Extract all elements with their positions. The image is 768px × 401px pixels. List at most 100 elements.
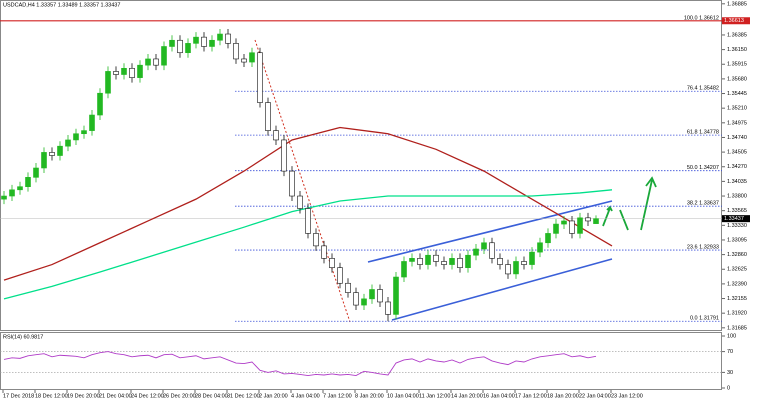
x-tick-label: 31 Dec 12:00 (227, 393, 260, 399)
arrow-up (640, 176, 657, 231)
y-tick-label: 1.35445 (727, 91, 747, 97)
price-box (722, 17, 750, 25)
candle-body (153, 58, 159, 66)
candle-body (329, 258, 335, 268)
x-tick-label: 10 Jan 04:00 (387, 393, 419, 399)
candle-body (209, 39, 215, 47)
candle-body (313, 233, 319, 247)
arrow-up-small (602, 205, 613, 227)
candle-body (561, 220, 567, 225)
candle-body (289, 170, 295, 197)
fib-label: 100.0 1.36612 (684, 15, 719, 21)
x-tick-label: 7 Jan 12:00 (323, 393, 352, 399)
y-tick-label: 1.36150 (727, 47, 747, 53)
x-tick-label: 26 Dec 20:00 (163, 393, 196, 399)
candle-body (377, 289, 383, 303)
candle-body (345, 282, 351, 293)
x-tick-label: 23 Jan 12:00 (611, 393, 643, 399)
price-box-label: 1.33437 (724, 216, 744, 222)
candle-body (337, 267, 343, 284)
rsi-tick-label: 70 (727, 349, 733, 355)
candle-body (425, 254, 431, 265)
fib-label: 0.0 1.31791 (690, 316, 719, 322)
candle-body (193, 36, 199, 44)
candle-body (145, 58, 151, 66)
candle-body (305, 208, 311, 234)
x-tick-label: 17 Dec 2018 (3, 393, 34, 399)
fib-label: 38.2 1.33637 (687, 201, 719, 207)
candle-body (465, 254, 471, 268)
y-tick-label: 1.34740 (727, 135, 747, 141)
y-tick-label: 1.32860 (727, 252, 747, 258)
candle-body (225, 33, 231, 44)
price-box (722, 215, 750, 223)
candle-body (137, 64, 143, 78)
candle-body (441, 261, 447, 265)
candle-body (353, 292, 359, 306)
candle-body (233, 43, 239, 60)
x-tick-label: 17 Jan 12:00 (515, 393, 547, 399)
candle-body (473, 248, 479, 256)
candle-body (401, 261, 407, 278)
x-tick-label: 22 Jan 04:00 (579, 393, 611, 399)
x-tick-label: 18 Dec 12:00 (35, 393, 68, 399)
rsi-title: RSI(14) 60.9817 (3, 334, 43, 340)
y-tick-label: 1.32155 (727, 296, 747, 302)
x-tick-label: 16 Jan 04:00 (483, 393, 515, 399)
candle-body (281, 139, 287, 172)
chart-title: USDCAD,H4 1.33357 1.33489 1.33357 1.3343… (3, 2, 120, 8)
candle-body (113, 71, 119, 75)
fib-label: 61.8 1.34778 (687, 130, 719, 136)
fib-label: 50.0 1.34207 (687, 165, 719, 171)
candle-body (41, 152, 47, 169)
candle-body (25, 177, 31, 187)
candle-body (249, 52, 255, 63)
candle-body (481, 242, 487, 250)
candle-body (321, 245, 327, 259)
x-tick-label: 18 Jan 20:00 (547, 393, 579, 399)
candle-body (9, 189, 15, 197)
candle-body (369, 289, 375, 300)
fib-anchor-line (254, 39, 351, 323)
candle-body (177, 39, 183, 54)
candle-body (521, 261, 527, 265)
y-tick-label: 1.35680 (727, 76, 747, 82)
x-tick-label: 19 Dec 20:00 (67, 393, 100, 399)
candle-body (537, 242, 543, 253)
candle-body (161, 46, 167, 66)
candle-body (553, 223, 559, 234)
channel-upper (367, 200, 613, 263)
rsi-tick-label: 100 (727, 333, 736, 339)
y-tick-label: 1.33800 (727, 193, 747, 199)
x-tick-label: 2 Jan 20:00 (259, 393, 288, 399)
y-tick-label: 1.35210 (727, 106, 747, 112)
candle-body (1, 195, 7, 200)
candle-body (185, 43, 191, 54)
candle-body (457, 258, 463, 268)
candle-body (297, 195, 303, 209)
arrow-down (619, 209, 629, 231)
fib-label: 76.4 1.35482 (687, 86, 719, 92)
candle-body (497, 258, 503, 265)
candle-body (529, 251, 535, 265)
y-tick-label: 1.36385 (727, 32, 747, 38)
y-tick-label: 1.35915 (727, 62, 747, 68)
candle-body (97, 92, 103, 116)
candle-body (361, 298, 367, 306)
candle-body (545, 233, 551, 244)
candle-body (65, 139, 71, 147)
candle-body (81, 130, 87, 135)
candle-body (393, 276, 399, 315)
candle-body (417, 258, 423, 265)
y-tick-label: 1.33095 (727, 237, 747, 243)
y-tick-label: 1.33565 (727, 208, 747, 214)
candle-body (17, 186, 23, 191)
x-tick-label: 14 Jan 20:00 (451, 393, 483, 399)
x-tick-label: 8 Jan 20:00 (355, 393, 384, 399)
x-tick-label: 28 Dec 04:00 (195, 393, 228, 399)
x-tick-label: 4 Jan 04:00 (291, 393, 320, 399)
candle-body (505, 264, 511, 275)
candle-body (89, 114, 95, 131)
candle-body (593, 218, 599, 224)
x-tick-label: 24 Dec 12:00 (131, 393, 164, 399)
